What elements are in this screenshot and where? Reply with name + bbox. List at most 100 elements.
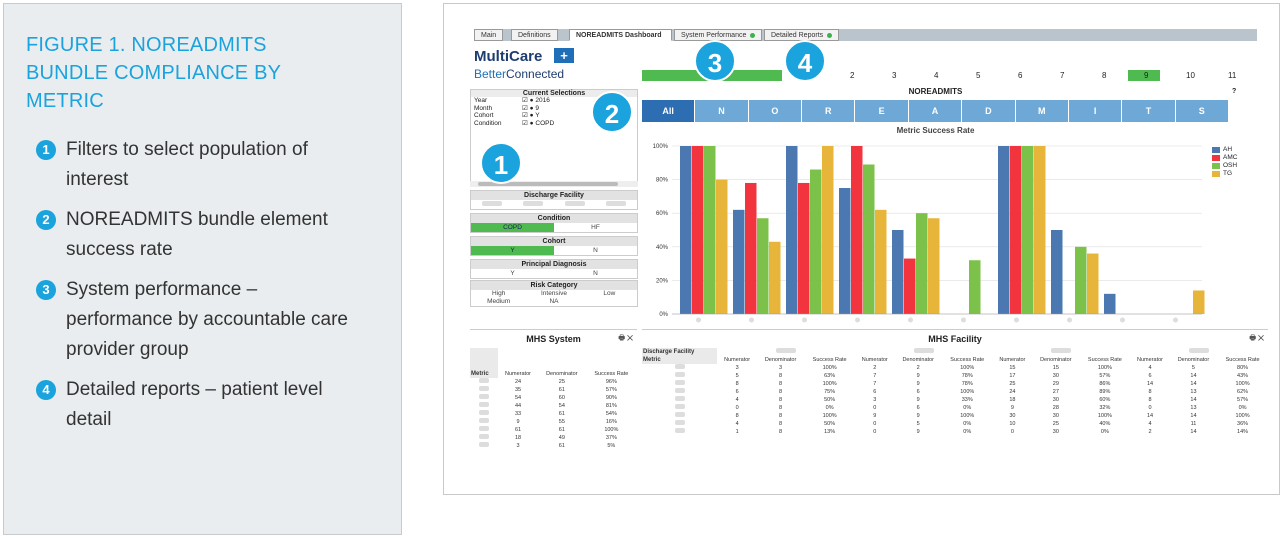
table-row: 3 3 100% 2 2 100% 15 15 100% 4 5 80% (642, 364, 1268, 372)
filter-option-y[interactable]: Y (510, 270, 515, 277)
filter-option-y[interactable]: Y (471, 246, 554, 255)
table-cell: 14 (1146, 413, 1154, 419)
x-tick-icon (1014, 317, 1019, 323)
filter-options[interactable] (471, 200, 637, 209)
table-row: 9 55 16% (470, 418, 637, 426)
bar-amc-o (745, 182, 757, 314)
column-header: Denominator (1177, 357, 1210, 363)
month-tick-3[interactable]: 3 (892, 71, 897, 80)
table-cell: 2 (1148, 429, 1152, 435)
table-cell: 14 (1190, 381, 1197, 387)
selection-field: Cohort (474, 112, 494, 119)
filter-option-intensive[interactable]: Intensive (540, 290, 567, 297)
legend-swatch (1212, 163, 1220, 169)
bundle-button-i[interactable]: I (1068, 100, 1123, 122)
bundle-button-all[interactable]: All (642, 100, 696, 122)
table-cell: 55 (558, 419, 565, 425)
table-cell: 7 (873, 373, 877, 379)
figure-notes: 1 Filters to select population of interes… (36, 135, 356, 445)
facility-name (1130, 348, 1268, 356)
filter-discharge-facility[interactable]: Discharge Facility (470, 190, 638, 210)
table-cell: 2 (873, 365, 877, 371)
x-tick-icon (749, 317, 754, 323)
bundle-button-t[interactable]: T (1122, 100, 1176, 122)
month-tick-5[interactable]: 5 (976, 71, 981, 80)
month-tick-11[interactable]: 11 (1228, 71, 1237, 80)
filter-options[interactable]: High Intensive Low (471, 290, 637, 298)
filter-option-na[interactable]: NA (549, 298, 559, 305)
table-row: 61 61 100% (470, 426, 637, 434)
filter-option-low[interactable]: Low (603, 290, 616, 297)
table-cell: 100% (604, 427, 619, 433)
filter-option-medium[interactable]: Medium (487, 298, 511, 305)
bundle-button-a[interactable]: A (908, 100, 963, 122)
bundle-button-m[interactable]: M (1015, 100, 1069, 122)
table-cell: 6 (916, 405, 920, 411)
table-cell: 30 (1009, 413, 1016, 419)
bundle-button-e[interactable]: E (855, 100, 909, 122)
print-export-icon[interactable]: 🖶 ✕ (1249, 335, 1264, 342)
month-tick-2[interactable]: 2 (850, 71, 855, 80)
table-cell: 13 (1190, 405, 1197, 411)
metric-label: Metric (642, 356, 718, 364)
table-cell: 16% (605, 419, 617, 425)
filter-options[interactable]: COPD HF (471, 223, 637, 232)
bundle-button-r[interactable]: R (802, 100, 856, 122)
filter-options[interactable]: Medium NA (471, 298, 637, 306)
bundle-button-o[interactable]: O (748, 100, 803, 122)
table-cell: 25 (1009, 381, 1016, 387)
table-cell: 0% (963, 405, 972, 411)
tab-definitions[interactable]: Definitions (511, 29, 558, 41)
table-cell: 60% (1099, 397, 1111, 403)
table-cell: 6 (916, 389, 920, 395)
table-cell: 13% (824, 429, 836, 435)
bundle-button-d[interactable]: D (962, 100, 1016, 122)
table-cell: 14 (1190, 373, 1197, 379)
help-icon[interactable]: ? (1232, 88, 1237, 95)
month-tick-4[interactable]: 4 (934, 71, 939, 80)
table-cell: 8 (779, 405, 783, 411)
tab-label: Detailed Reports (771, 32, 824, 39)
month-tick-10[interactable]: 10 (1186, 71, 1195, 80)
filter-risk-category[interactable]: Risk Category High Intensive Low Medium NA (470, 280, 638, 307)
table-cell: 75% (824, 389, 836, 395)
filter-option-n[interactable]: N (593, 247, 598, 254)
table-cell: 89% (1099, 389, 1111, 395)
month-tick-6[interactable]: 6 (1018, 71, 1023, 80)
filter-option-hf[interactable]: HF (591, 224, 600, 231)
filter-option-copd[interactable]: COPD (471, 223, 554, 232)
bundle-button-s[interactable]: S (1175, 100, 1229, 122)
system-data-table: Metric Numerator Denominator Success Rate 24… (470, 348, 637, 450)
table-cell: 54 (514, 395, 522, 401)
month-tick-7[interactable]: 7 (1060, 71, 1065, 80)
filter-option-n[interactable]: N (593, 270, 598, 277)
table-cell: 54 (558, 403, 565, 409)
scrollbar-thumb[interactable] (478, 182, 618, 186)
month-tick-8[interactable]: 8 (1102, 71, 1107, 80)
table-row: 33 61 54% (470, 410, 637, 418)
table-cell: 100% (822, 413, 837, 419)
table-cell: 0% (963, 429, 972, 435)
tab-system-performance[interactable]: System Performance (674, 29, 763, 41)
table-cell: 4 (1148, 421, 1152, 427)
table-cell: 90% (605, 395, 617, 401)
column-header: Numerator (999, 357, 1026, 363)
bar-osh-n (704, 146, 716, 314)
table-row: 18 49 37% (470, 434, 637, 442)
bundle-button-n[interactable]: N (695, 100, 749, 122)
print-export-icon[interactable]: 🖶 ✕ (618, 335, 633, 342)
month-tick-9[interactable]: 9 (1144, 71, 1149, 80)
y-tick-label: 40% (656, 245, 669, 251)
tab-noreadmits-dashboard[interactable]: NOREADMITS Dashboard (569, 29, 672, 41)
tab-main[interactable]: Main (474, 29, 504, 41)
filter-option-high[interactable]: High (491, 290, 506, 297)
selections-scrollbar[interactable] (470, 181, 638, 187)
note-number: 2 (36, 210, 56, 230)
filter-condition[interactable]: Condition COPD HF (470, 213, 638, 233)
y-tick-label: 60% (656, 211, 669, 217)
table-cell: 0 (1148, 405, 1152, 411)
